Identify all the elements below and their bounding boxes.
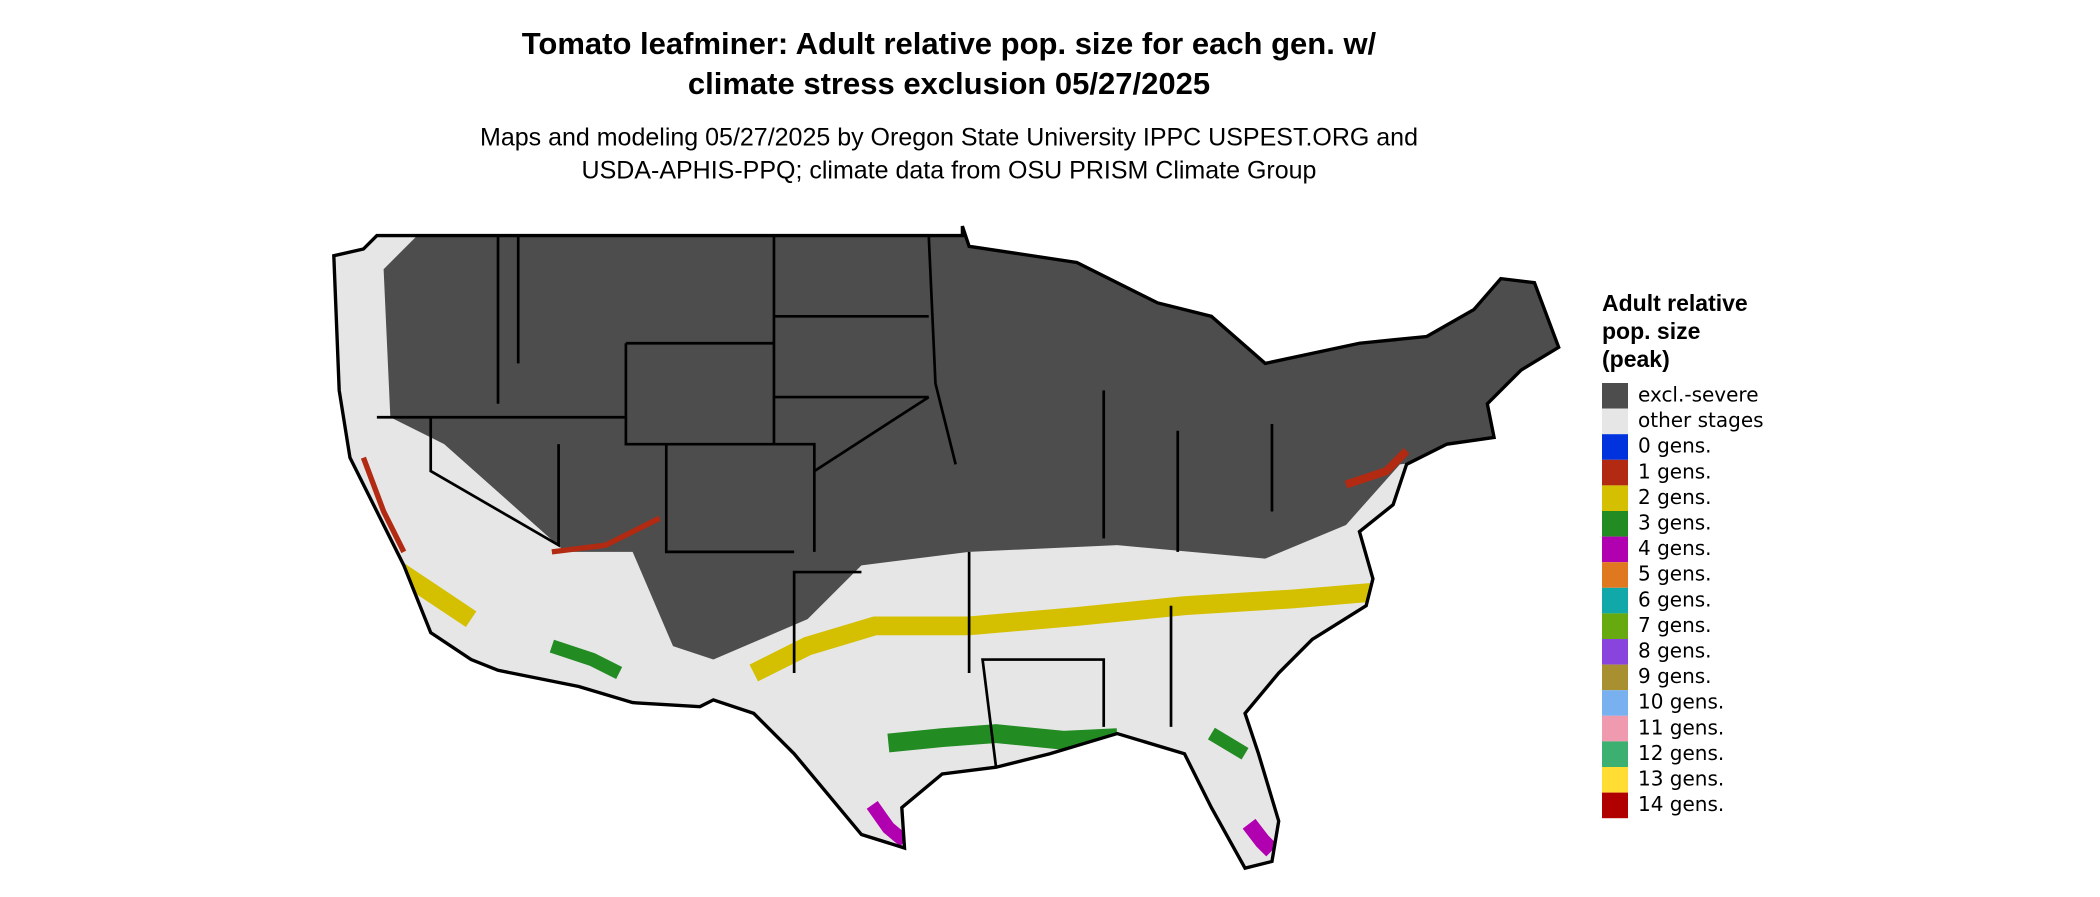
four-gen-area xyxy=(866,801,909,847)
legend-swatch xyxy=(1602,690,1628,716)
legend-label: 7 gens. xyxy=(1638,613,1712,637)
legend-label: excl.-severe xyxy=(1638,383,1759,407)
legend-swatch xyxy=(1602,639,1628,665)
legend-swatch xyxy=(1602,664,1628,691)
one-gen-area xyxy=(1344,448,1410,489)
legend-label: 9 gens. xyxy=(1638,664,1712,688)
two-gen-band xyxy=(749,582,1374,682)
legend-label: 8 gens. xyxy=(1638,639,1712,663)
us-map xyxy=(332,224,1561,870)
three-gen-band xyxy=(1207,727,1249,760)
legend-label: other stages xyxy=(1638,408,1764,432)
legend-label: 5 gens. xyxy=(1638,562,1712,586)
legend-swatch xyxy=(1602,741,1628,767)
legend-swatch xyxy=(1602,434,1628,460)
one-gen-area xyxy=(551,515,661,555)
legend-swatch xyxy=(1602,767,1628,793)
legend-label: 10 gens. xyxy=(1638,690,1724,714)
subtitle: USDA-APHIS-PPQ; climate data from OSU PR… xyxy=(582,157,1317,185)
subtitle: Maps and modeling 05/27/2025 by Oregon S… xyxy=(480,124,1418,152)
legend-swatch xyxy=(1602,459,1628,486)
legend-label: 4 gens. xyxy=(1638,536,1712,560)
legend-label: 11 gens. xyxy=(1638,715,1724,739)
legend-label: 12 gens. xyxy=(1638,741,1724,765)
legend-swatch xyxy=(1602,408,1628,435)
legend-swatch xyxy=(1602,485,1628,511)
three-gen-band xyxy=(887,724,1118,753)
legend-swatch xyxy=(1602,562,1628,588)
legend-swatch xyxy=(1602,792,1628,819)
legend-swatch xyxy=(1602,613,1628,639)
title: climate stress exclusion 05/27/2025 xyxy=(688,66,1210,101)
legend-swatch xyxy=(1602,511,1628,537)
legend-label: 2 gens. xyxy=(1638,485,1712,509)
legend-title: pop. size xyxy=(1602,318,1700,344)
legend-label: 0 gens. xyxy=(1638,434,1712,458)
legend-title: Adult relative xyxy=(1602,290,1748,316)
legend-label: 14 gens. xyxy=(1638,792,1724,816)
legend-swatch xyxy=(1602,536,1628,563)
legend-label: 3 gens. xyxy=(1638,511,1712,535)
legend-swatch xyxy=(1602,587,1628,614)
title: Tomato leafminer: Adult relative pop. si… xyxy=(522,26,1377,61)
legend-swatch xyxy=(1602,383,1628,409)
three-gen-band xyxy=(549,639,623,680)
legend-label: 13 gens. xyxy=(1638,767,1724,791)
legend-label: 6 gens. xyxy=(1638,587,1712,611)
four-gen-area xyxy=(1242,818,1278,857)
legend-title: (peak) xyxy=(1602,346,1670,372)
legend-label: 1 gens. xyxy=(1638,459,1712,483)
legend-swatch xyxy=(1602,715,1628,742)
state-borders xyxy=(376,235,1274,768)
one-gen-area xyxy=(360,456,407,554)
